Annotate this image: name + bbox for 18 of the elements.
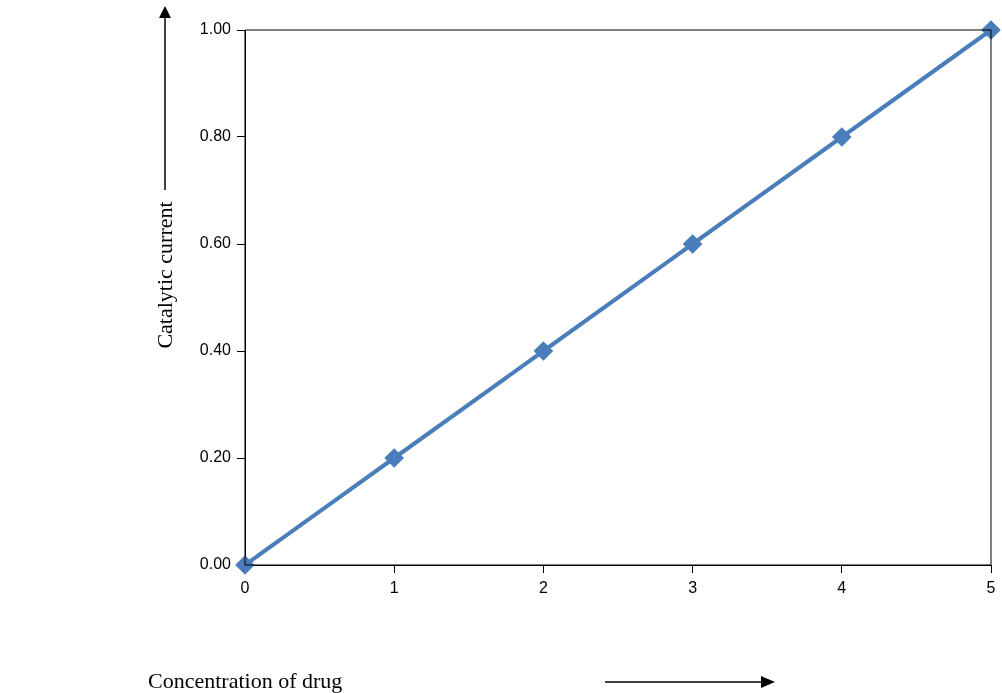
x-tick-label: 1: [389, 579, 399, 597]
y-tick-label: 0.20: [199, 448, 232, 466]
point: [534, 342, 553, 360]
y-axis-title: Catalytic current: [152, 201, 178, 349]
x-tick-label: 0: [240, 579, 250, 597]
x-tick-label: 2: [538, 579, 548, 597]
point: [683, 235, 702, 253]
point: [385, 449, 404, 467]
y-tick-label: 0.40: [199, 341, 232, 359]
x-tick-label: 5: [986, 579, 996, 597]
point: [832, 128, 851, 146]
x-tick-label: 3: [688, 579, 698, 597]
x-tick-label: 4: [837, 579, 847, 597]
y-tick-label: 0.80: [199, 127, 232, 145]
y-tick-label: 0.60: [199, 234, 232, 252]
y-tick-label: 1.00: [199, 20, 232, 38]
y-tick-label: 0.00: [199, 555, 232, 573]
x-axis-title: Concentration of drug: [148, 668, 343, 693]
